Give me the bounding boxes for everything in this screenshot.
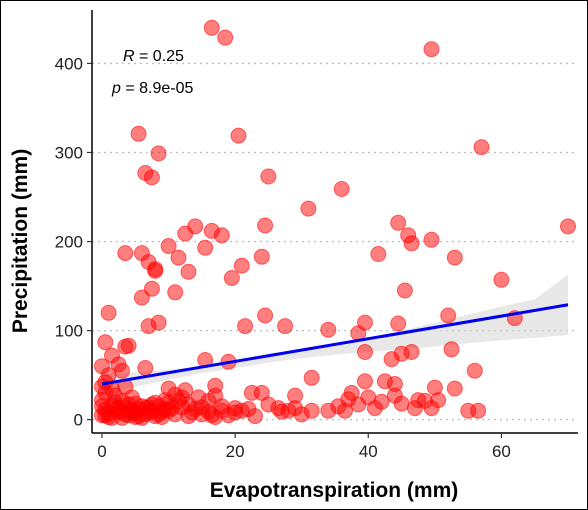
x-tick-label: 40 <box>359 442 378 461</box>
data-point <box>277 318 294 335</box>
data-point <box>223 270 240 286</box>
data-point <box>560 218 576 235</box>
data-point <box>357 314 373 331</box>
data-point <box>133 289 150 306</box>
data-point <box>406 400 423 417</box>
y-tick-label: 300 <box>55 143 83 162</box>
data-point <box>97 334 114 351</box>
data-point <box>330 398 347 415</box>
x-tick-label: 20 <box>226 442 245 461</box>
fit-line-layer <box>101 303 569 386</box>
data-point <box>333 181 350 197</box>
data-point <box>357 344 373 360</box>
ticks-layer: 0 20 40 60 0 100 200 300 400 <box>55 54 511 461</box>
data-point <box>137 360 154 376</box>
data-point <box>257 307 274 324</box>
data-point <box>300 200 317 217</box>
data-point <box>293 406 310 423</box>
data-point <box>423 400 440 417</box>
data-point <box>150 314 167 331</box>
data-point <box>217 29 234 46</box>
data-point <box>180 263 197 280</box>
y-axis-title: Precipitation (mm) <box>9 149 32 333</box>
data-point <box>423 41 440 58</box>
y-tick-label: 200 <box>55 233 83 252</box>
x-tick-label: 0 <box>97 442 106 461</box>
data-point <box>473 139 490 156</box>
y-tick-label: 400 <box>55 54 83 73</box>
data-point <box>177 225 194 242</box>
data-point <box>470 402 487 419</box>
data-point <box>370 246 387 262</box>
x-axis-title: Evapotranspiration (mm) <box>210 479 459 502</box>
data-point <box>396 282 413 299</box>
data-point <box>167 284 184 301</box>
data-point <box>94 378 110 395</box>
data-point <box>257 217 274 234</box>
data-point <box>197 239 214 256</box>
data-point <box>403 235 420 252</box>
data-point <box>237 318 254 335</box>
data-point <box>260 168 277 185</box>
annotation-r: R = 0.25 <box>123 48 184 65</box>
data-point <box>303 369 320 386</box>
data-point <box>423 231 440 248</box>
data-point <box>466 362 483 379</box>
data-point <box>253 384 270 401</box>
data-point <box>440 307 457 324</box>
data-point <box>100 304 117 321</box>
data-point <box>320 321 337 338</box>
data-point <box>230 127 247 144</box>
data-point <box>150 145 167 162</box>
data-point <box>147 261 164 278</box>
regression-line <box>101 303 569 386</box>
data-point <box>227 404 244 421</box>
axes-layer <box>91 10 578 434</box>
y-tick-label: 0 <box>74 411 83 430</box>
data-point <box>203 407 220 424</box>
data-point <box>273 403 290 420</box>
data-point <box>446 380 463 397</box>
x-tick-label: 60 <box>492 442 511 461</box>
data-point <box>157 401 174 417</box>
data-point <box>247 408 264 425</box>
annotation-p: p = 8.9e-05 <box>111 80 194 97</box>
data-point <box>390 214 407 231</box>
data-point <box>446 249 463 266</box>
data-point <box>233 257 250 274</box>
points-layer <box>94 19 576 426</box>
data-point <box>393 395 410 412</box>
data-point <box>170 249 187 266</box>
data-point <box>213 227 230 244</box>
data-point <box>203 19 220 36</box>
data-point <box>167 386 184 403</box>
data-point <box>253 248 270 265</box>
data-point <box>390 315 407 332</box>
data-point <box>143 280 160 297</box>
data-point <box>160 238 177 254</box>
data-point <box>403 344 420 360</box>
data-point <box>130 125 147 142</box>
y-tick-label: 100 <box>55 322 83 341</box>
data-point <box>366 400 383 417</box>
data-point <box>114 362 130 379</box>
data-point <box>143 169 160 186</box>
data-point <box>117 245 134 262</box>
data-point <box>357 373 373 390</box>
confidence-band-layer <box>102 274 568 394</box>
data-point <box>443 341 460 358</box>
confidence-band <box>102 274 568 394</box>
data-point <box>493 271 510 288</box>
data-point <box>117 338 134 355</box>
